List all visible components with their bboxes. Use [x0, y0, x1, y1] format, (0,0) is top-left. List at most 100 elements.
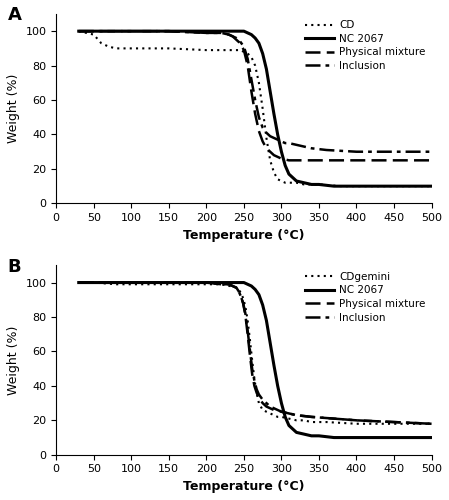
CD [249, 54, 254, 60]
Physical mixture [233, 284, 239, 290]
Physical mixture [219, 30, 224, 36]
CDgemini [294, 418, 299, 424]
CDgemini [271, 412, 277, 418]
CDgemini [324, 419, 329, 425]
Inclusion [219, 282, 224, 288]
Inclusion [204, 30, 209, 36]
Inclusion [294, 412, 299, 418]
NC 2067 [301, 180, 307, 186]
Inclusion [236, 288, 241, 294]
NC 2067 [204, 280, 209, 285]
Inclusion [279, 408, 284, 414]
CDgemini [219, 282, 224, 288]
Physical mixture [286, 158, 291, 164]
Physical mixture [76, 28, 81, 34]
CD [204, 47, 209, 53]
Physical mixture [392, 419, 397, 425]
CDgemini [238, 290, 243, 296]
Physical mixture [268, 406, 273, 411]
Physical mixture [247, 352, 253, 358]
Inclusion [324, 147, 329, 153]
Legend: CD, NC 2067, Physical mixture, Inclusion: CD, NC 2067, Physical mixture, Inclusion [300, 16, 430, 76]
NC 2067 [301, 431, 307, 437]
Physical mixture [226, 282, 232, 288]
Inclusion [166, 28, 172, 34]
Inclusion [256, 392, 262, 398]
CD [369, 183, 374, 189]
NC 2067 [331, 434, 337, 440]
Physical mixture [241, 300, 246, 306]
Inclusion [241, 44, 247, 50]
NC 2067 [309, 182, 314, 188]
Inclusion [128, 280, 134, 285]
Physical mixture [429, 421, 434, 427]
Inclusion [245, 56, 251, 62]
Inclusion [226, 282, 232, 288]
CD [226, 47, 232, 53]
CD [301, 182, 307, 188]
NC 2067 [256, 292, 262, 298]
Physical mixture [286, 410, 291, 416]
Inclusion [252, 378, 257, 384]
CD [256, 80, 262, 86]
Physical mixture [230, 34, 235, 40]
CD [279, 178, 284, 184]
Inclusion [241, 300, 246, 306]
NC 2067 [309, 433, 314, 439]
CDgemini [268, 410, 273, 416]
CDgemini [166, 282, 172, 288]
NC 2067 [271, 111, 277, 117]
Physical mixture [331, 416, 337, 422]
Physical mixture [264, 146, 269, 152]
CD [275, 176, 280, 182]
CDgemini [254, 390, 260, 396]
Inclusion [230, 34, 235, 40]
Physical mixture [309, 158, 314, 164]
Physical mixture [309, 414, 314, 420]
CDgemini [264, 408, 269, 414]
Line: NC 2067: NC 2067 [79, 31, 431, 186]
NC 2067 [128, 280, 134, 285]
NC 2067 [233, 28, 239, 34]
Physical mixture [252, 111, 258, 117]
CDgemini [392, 421, 397, 427]
NC 2067 [421, 434, 427, 440]
NC 2067 [268, 88, 273, 94]
CDgemini [114, 282, 119, 288]
CDgemini [275, 414, 280, 420]
NC 2067 [286, 171, 291, 177]
Line: CD: CD [79, 31, 431, 186]
Physical mixture [76, 280, 81, 285]
Inclusion [282, 140, 288, 146]
Physical mixture [271, 152, 277, 158]
CD [76, 28, 81, 34]
Inclusion [260, 124, 265, 130]
Physical mixture [204, 30, 209, 36]
CDgemini [301, 418, 307, 424]
Physical mixture [271, 407, 277, 413]
NC 2067 [249, 32, 254, 38]
Physical mixture [354, 418, 359, 424]
CDgemini [241, 295, 246, 301]
Physical mixture [252, 383, 257, 389]
Inclusion [249, 76, 254, 82]
CD [252, 62, 258, 68]
Physical mixture [260, 138, 265, 144]
NC 2067 [76, 280, 81, 285]
Physical mixture [429, 158, 434, 164]
Text: A: A [8, 6, 21, 25]
NC 2067 [91, 280, 97, 285]
CD [282, 180, 288, 186]
Inclusion [247, 346, 253, 352]
Inclusion [252, 97, 258, 103]
CDgemini [245, 318, 251, 324]
Physical mixture [238, 40, 243, 46]
CD [233, 47, 239, 53]
Physical mixture [392, 158, 397, 164]
Physical mixture [275, 407, 280, 413]
Inclusion [219, 30, 224, 36]
Inclusion [233, 35, 239, 41]
Inclusion [204, 280, 209, 285]
Physical mixture [233, 37, 239, 43]
NC 2067 [249, 283, 254, 289]
